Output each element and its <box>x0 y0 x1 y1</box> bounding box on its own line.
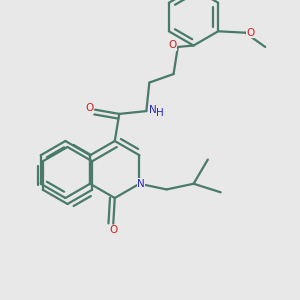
Text: O: O <box>109 225 117 235</box>
Text: O: O <box>85 103 94 113</box>
Text: N: N <box>137 179 145 189</box>
Text: N: N <box>149 105 157 115</box>
Text: O: O <box>247 28 255 38</box>
Text: O: O <box>168 40 177 50</box>
Text: H: H <box>156 108 164 118</box>
